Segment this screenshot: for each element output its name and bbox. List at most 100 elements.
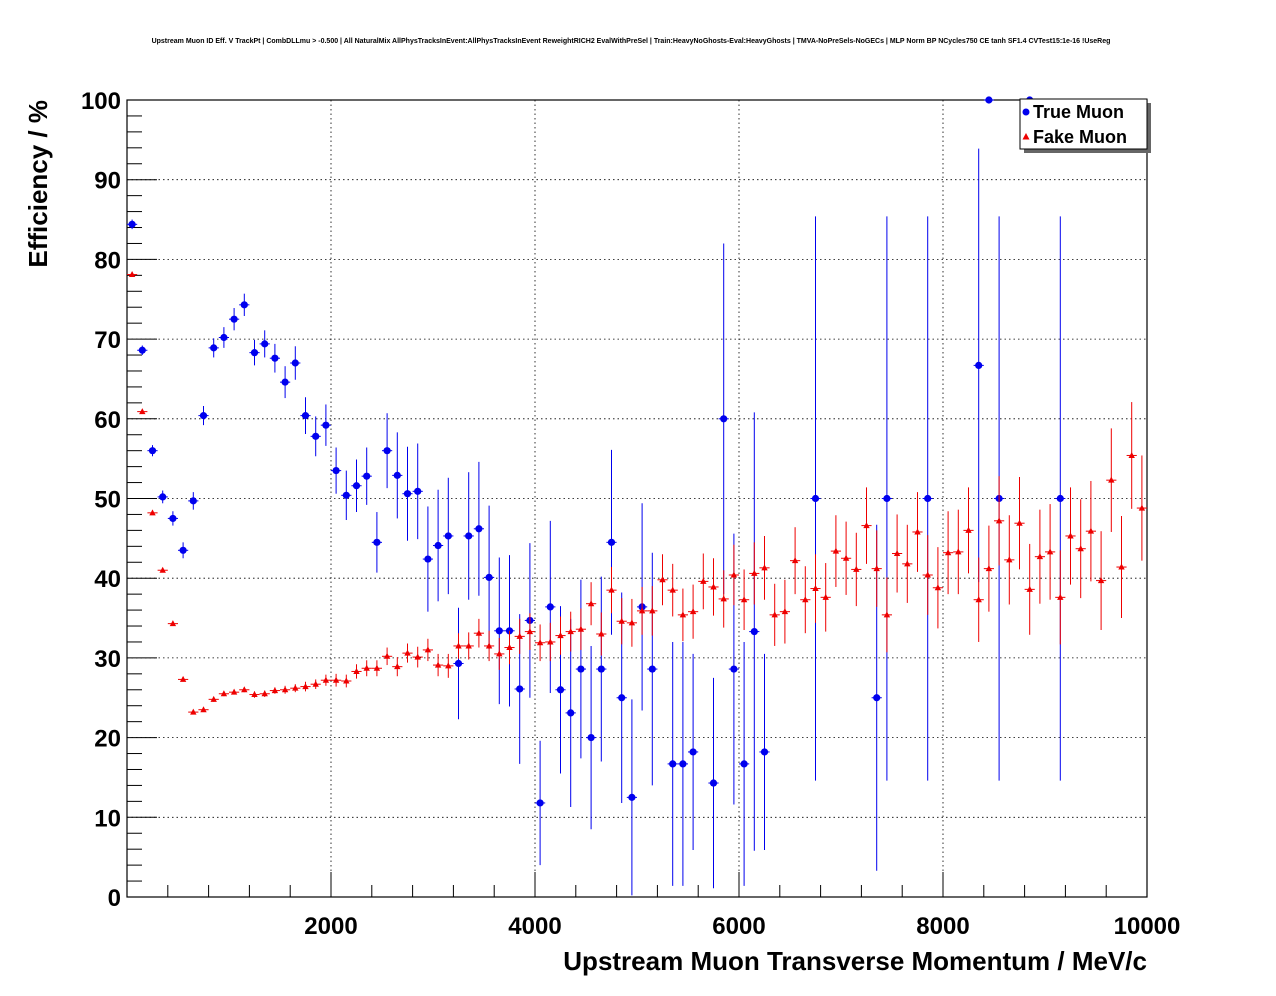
true-muon-point xyxy=(280,366,291,399)
fake-muon-point xyxy=(688,584,699,639)
x-tick-label: 8000 xyxy=(916,913,969,940)
y-tick-label: 90 xyxy=(94,168,121,195)
fake-muon-point xyxy=(902,524,913,603)
true-muon-point xyxy=(361,447,372,505)
fake-muon-marker xyxy=(496,650,503,657)
fake-muon-marker xyxy=(1036,553,1044,560)
fake-muon-point xyxy=(1136,455,1147,561)
true-muon-point xyxy=(739,641,750,886)
true-muon-marker xyxy=(587,734,595,742)
fake-muon-marker xyxy=(781,608,789,615)
fake-muon-point xyxy=(484,630,495,662)
true-muon-point xyxy=(983,96,994,104)
true-muon-point xyxy=(718,243,729,595)
fake-muon-point xyxy=(575,608,586,650)
fake-muon-marker xyxy=(312,680,319,687)
y-tick-label: 60 xyxy=(94,407,121,434)
fake-muon-marker xyxy=(169,620,177,627)
true-muon-point xyxy=(1055,216,1066,781)
fake-muon-marker xyxy=(149,509,156,516)
fake-muon-marker xyxy=(1067,532,1074,539)
fake-muon-point xyxy=(239,686,250,693)
fake-muon-point xyxy=(320,674,331,686)
fake-muon-marker xyxy=(710,583,717,590)
fake-muon-marker xyxy=(445,662,452,669)
fake-muon-marker xyxy=(190,708,197,715)
fake-muon-marker xyxy=(404,649,411,656)
fake-muon-point xyxy=(545,622,556,662)
true-muon-point xyxy=(535,740,546,866)
tick-labels: 2000 4000 6000 8000 10000 0 10 20 30 40 50 60 70 80 90… xyxy=(81,88,1180,940)
true-muon-marker xyxy=(607,538,616,546)
true-muon-marker xyxy=(709,779,718,787)
fake-muon-point xyxy=(433,653,444,677)
fake-muon-marker xyxy=(353,667,360,674)
y-tick-label: 10 xyxy=(94,805,121,832)
legend-true-muon-marker xyxy=(1022,108,1030,116)
true-muon-point xyxy=(351,459,362,513)
fake-muon-point xyxy=(759,535,770,600)
fake-muon-marker xyxy=(812,585,819,592)
true-muon-marker xyxy=(138,346,146,354)
true-muon-marker xyxy=(516,685,524,693)
fake-muon-point xyxy=(127,271,138,278)
fake-muon-marker xyxy=(628,619,636,626)
true-muon-marker xyxy=(393,471,401,479)
true-muon-point xyxy=(290,346,301,380)
true-muon-marker xyxy=(189,497,197,505)
fake-muon-point xyxy=(1116,516,1127,619)
true-muon-point xyxy=(881,216,892,781)
y-tick-label: 30 xyxy=(94,646,121,673)
fake-muon-marker xyxy=(893,549,901,556)
true-muon-marker xyxy=(740,760,748,768)
fake-muon-point xyxy=(371,660,382,677)
fake-muon-point xyxy=(1096,531,1107,631)
fake-muon-marker xyxy=(302,683,309,690)
legend: True Muon Fake Muon xyxy=(1019,98,1151,153)
true-muon-point xyxy=(310,416,321,457)
fake-muon-marker xyxy=(179,675,187,682)
fake-muon-marker xyxy=(547,638,554,645)
fake-muon-point xyxy=(147,509,158,516)
true-muon-point xyxy=(443,477,454,595)
fake-muon-marker xyxy=(618,617,625,624)
true-muon-point xyxy=(667,641,678,886)
true-muon-point xyxy=(626,699,637,896)
fake-muon-point xyxy=(769,583,780,646)
fake-muon-marker xyxy=(557,632,564,639)
fake-muon-marker xyxy=(1118,563,1125,570)
true-muon-marker xyxy=(679,760,687,768)
fake-muon-marker xyxy=(526,628,534,635)
fake-muon-point xyxy=(1075,499,1086,599)
fake-muon-marker xyxy=(220,690,228,697)
fake-muon-point xyxy=(953,509,964,595)
fake-muon-marker xyxy=(271,687,279,694)
true-muon-marker xyxy=(669,760,677,768)
fake-muon-marker xyxy=(679,611,687,618)
fake-muon-point xyxy=(963,487,974,574)
true-muon-point xyxy=(229,308,240,331)
fake-muon-point xyxy=(739,569,750,631)
fake-muon-marker xyxy=(730,571,738,578)
fake-muon-point xyxy=(994,476,1005,566)
fake-muon-point xyxy=(983,525,994,612)
fake-muon-point xyxy=(280,685,291,694)
fake-muon-point xyxy=(606,567,617,614)
legend-fake-muon-marker xyxy=(1022,133,1030,140)
fake-muon-point xyxy=(453,633,464,659)
axis-ticks xyxy=(127,99,1148,898)
fake-muon-marker xyxy=(516,632,523,639)
fake-muon-marker xyxy=(791,557,799,564)
true-muon-marker xyxy=(261,340,269,348)
true-muon-point xyxy=(392,432,403,519)
true-muon-marker xyxy=(750,627,758,636)
true-muon-point xyxy=(688,653,699,850)
fake-muon-marker xyxy=(842,554,850,561)
fake-muon-marker xyxy=(434,661,442,668)
fake-muon-point xyxy=(555,616,566,655)
true-muon-marker xyxy=(883,494,891,503)
true-muon-point xyxy=(198,406,209,426)
fake-muon-marker xyxy=(1016,519,1023,526)
x-tick-label: 4000 xyxy=(508,913,561,940)
true-muon-marker xyxy=(444,532,452,540)
